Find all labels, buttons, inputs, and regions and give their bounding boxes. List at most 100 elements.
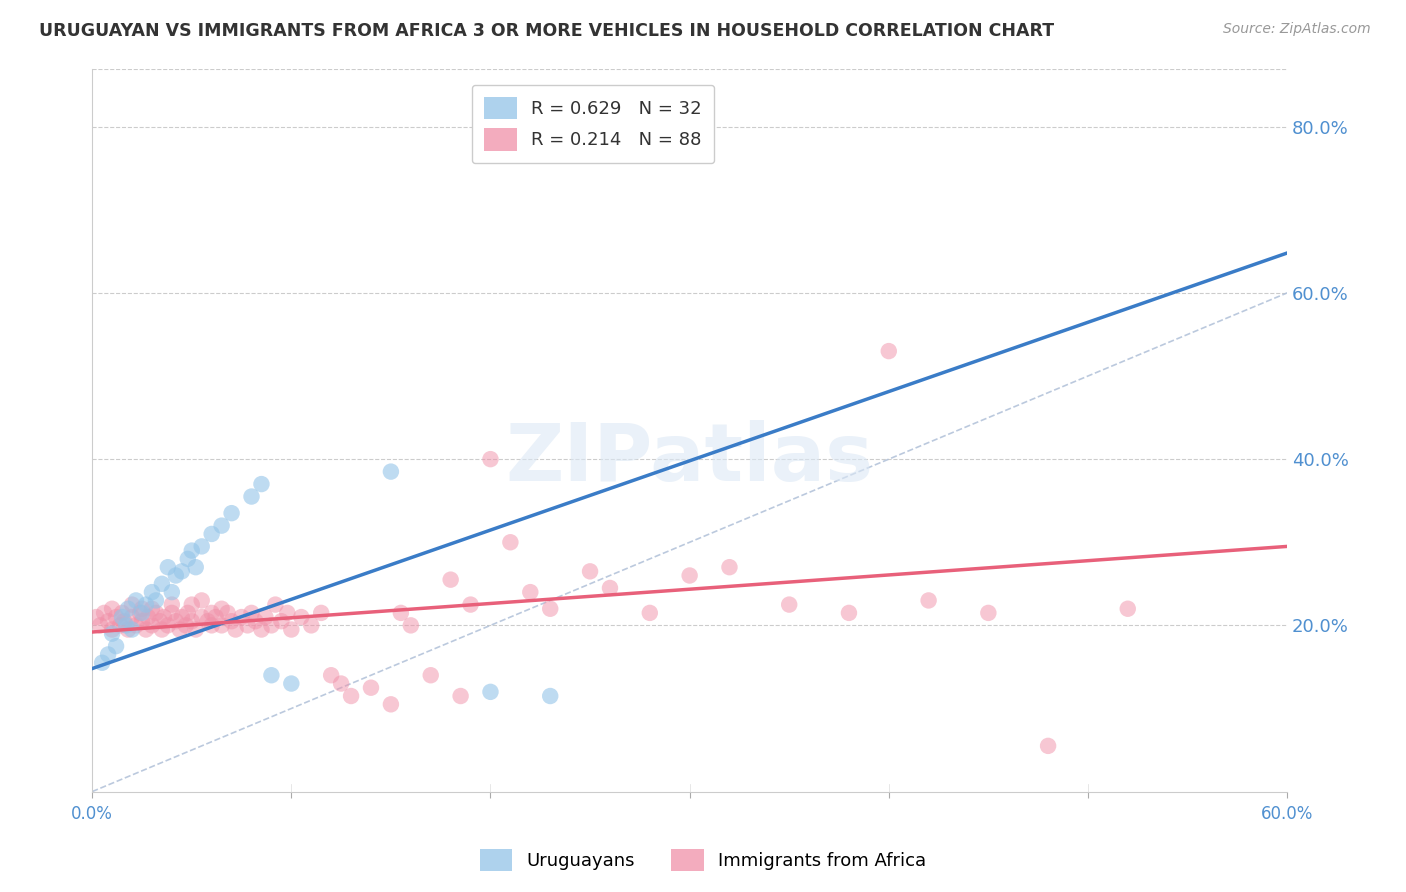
Point	[131, 601, 153, 615]
Point	[217, 606, 239, 620]
Point	[141, 601, 163, 615]
Point	[153, 610, 176, 624]
Point	[538, 689, 561, 703]
Point	[165, 568, 187, 582]
Point	[129, 606, 152, 620]
Point	[190, 610, 212, 624]
Point	[105, 610, 128, 624]
Point	[174, 618, 197, 632]
Point	[180, 598, 202, 612]
Point	[190, 540, 212, 554]
Point	[165, 614, 187, 628]
Point	[101, 601, 124, 615]
Point	[184, 623, 207, 637]
Point	[221, 614, 243, 628]
Point	[440, 573, 463, 587]
Point	[264, 598, 287, 612]
Point	[718, 560, 741, 574]
Text: ZIPatlas: ZIPatlas	[506, 420, 873, 498]
Point	[240, 490, 263, 504]
Point	[638, 606, 661, 620]
Legend: R = 0.629   N = 32, R = 0.214   N = 88: R = 0.629 N = 32, R = 0.214 N = 88	[471, 85, 714, 163]
Point	[479, 452, 502, 467]
Point	[211, 618, 233, 632]
Point	[160, 606, 183, 620]
Point	[389, 606, 412, 620]
Point	[131, 606, 153, 620]
Point	[121, 610, 143, 624]
Point	[197, 614, 219, 628]
Point	[221, 506, 243, 520]
Point	[877, 344, 900, 359]
Point	[225, 623, 247, 637]
Point	[450, 689, 472, 703]
Point	[204, 610, 226, 624]
Point	[190, 593, 212, 607]
Point	[250, 477, 273, 491]
Point	[399, 618, 422, 632]
Point	[150, 576, 173, 591]
Point	[169, 623, 191, 637]
Point	[211, 601, 233, 615]
Point	[112, 614, 135, 628]
Point	[156, 560, 179, 574]
Point	[250, 623, 273, 637]
Point	[519, 585, 541, 599]
Point	[678, 568, 700, 582]
Point	[135, 598, 157, 612]
Point	[201, 618, 224, 632]
Point	[149, 614, 172, 628]
Point	[131, 614, 153, 628]
Point	[538, 601, 561, 615]
Point	[254, 610, 277, 624]
Point	[101, 626, 124, 640]
Point	[260, 618, 283, 632]
Point	[145, 593, 167, 607]
Point	[419, 668, 441, 682]
Point	[150, 623, 173, 637]
Point	[280, 623, 302, 637]
Point	[141, 585, 163, 599]
Point	[340, 689, 363, 703]
Point	[170, 610, 193, 624]
Point	[141, 618, 163, 632]
Point	[321, 668, 343, 682]
Point	[276, 606, 298, 620]
Point	[125, 618, 148, 632]
Point	[121, 623, 143, 637]
Point	[180, 614, 202, 628]
Point	[201, 527, 224, 541]
Point	[240, 606, 263, 620]
Point	[599, 581, 621, 595]
Point	[115, 618, 138, 632]
Point	[111, 606, 134, 620]
Point	[245, 614, 267, 628]
Point	[1116, 601, 1139, 615]
Point	[270, 614, 292, 628]
Point	[231, 610, 253, 624]
Point	[136, 610, 159, 624]
Point	[177, 606, 200, 620]
Point	[260, 668, 283, 682]
Point	[170, 565, 193, 579]
Point	[125, 593, 148, 607]
Point	[145, 606, 167, 620]
Point	[177, 552, 200, 566]
Point	[499, 535, 522, 549]
Point	[108, 618, 131, 632]
Point	[360, 681, 382, 695]
Point	[160, 598, 183, 612]
Point	[299, 618, 322, 632]
Point	[280, 676, 302, 690]
Point	[917, 593, 939, 607]
Point	[460, 598, 482, 612]
Point	[236, 618, 259, 632]
Point	[135, 623, 157, 637]
Point	[380, 465, 402, 479]
Point	[89, 618, 111, 632]
Point	[97, 614, 120, 628]
Point	[838, 606, 860, 620]
Point	[309, 606, 332, 620]
Point	[184, 560, 207, 574]
Point	[156, 618, 179, 632]
